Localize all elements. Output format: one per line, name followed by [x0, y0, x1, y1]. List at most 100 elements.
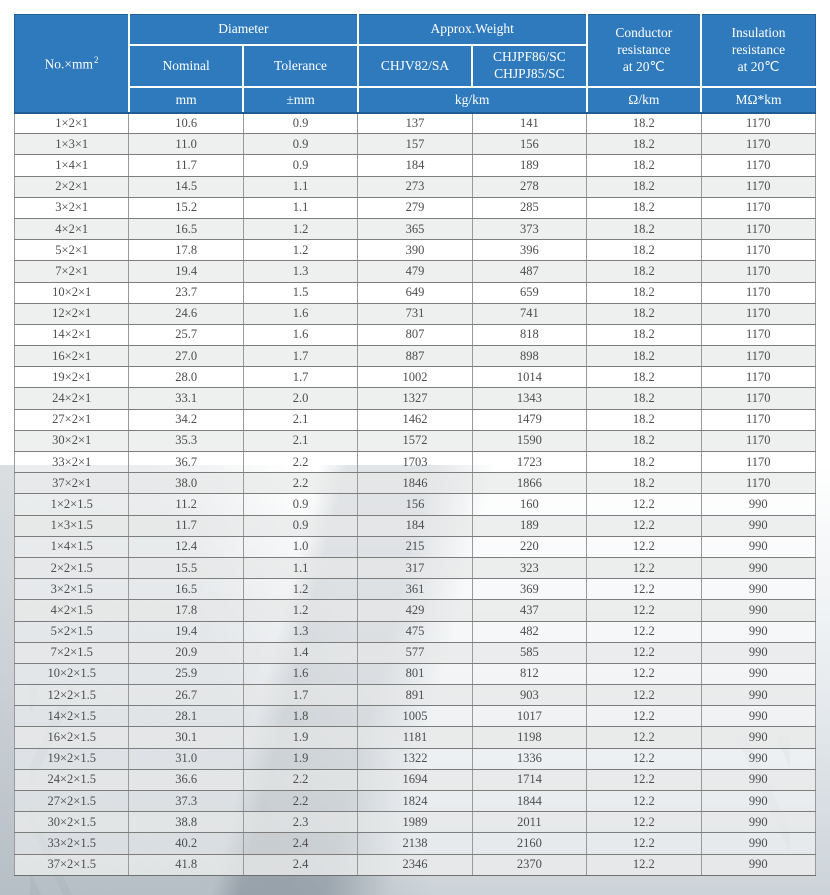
table-row: 19×2×1 28.0 1.7 1002 1014 18.2 1170 — [13, 366, 817, 389]
table-cell: 1.2 — [242, 217, 359, 241]
table-cell: 278 — [471, 175, 588, 198]
table-row: 14×2×1 25.7 1.6 807 818 18.2 1170 — [13, 323, 817, 347]
table-cell: 18.2 — [586, 429, 702, 453]
unit-weight: kg/km — [356, 85, 588, 114]
table-row: 27×2×1.5 37.3 2.2 1824 1844 12.2 990 — [13, 789, 817, 813]
table-cell: 273 — [357, 175, 473, 198]
table-cell: 1479 — [471, 408, 588, 431]
table-cell: 1694 — [357, 768, 473, 792]
table-cell: 18.2 — [586, 196, 702, 219]
table-cell: 0.9 — [242, 154, 359, 177]
table-cell: 2.4 — [242, 853, 359, 876]
table-cell: 11.7 — [128, 514, 244, 537]
table-cell: 1714 — [471, 768, 588, 792]
cell-size-code: 12×2×1 — [13, 302, 130, 325]
table-row: 3×2×1.5 16.5 1.2 361 369 12.2 990 — [13, 578, 817, 601]
table-cell: 741 — [471, 302, 588, 325]
header-conductor-line3: at 20℃ — [622, 58, 665, 74]
cell-size-code: 3×2×1 — [13, 196, 130, 219]
table-row: 12×2×1 24.6 1.6 731 741 18.2 1170 — [13, 302, 817, 325]
table-cell: 12.2 — [586, 768, 702, 792]
table-cell: 11.7 — [128, 154, 244, 177]
table-row: 30×2×1 35.3 2.1 1572 1590 18.2 1170 — [13, 429, 817, 453]
table-cell: 18.2 — [586, 345, 702, 368]
table-cell: 2160 — [471, 832, 588, 855]
table-cell: 2.2 — [242, 450, 359, 474]
cell-size-code: 2×2×1.5 — [13, 556, 130, 580]
unit-mm: mm — [127, 85, 245, 114]
header-insulation-line3: at 20℃ — [737, 58, 780, 74]
table-cell: 990 — [700, 556, 817, 580]
table-cell: 0.9 — [242, 111, 359, 135]
table-cell: 1723 — [471, 450, 588, 474]
table-cell: 15.5 — [128, 556, 244, 580]
table-cell: 35.3 — [128, 429, 244, 453]
cell-size-code: 1×3×1 — [13, 133, 130, 156]
header-no-mm2-superscript: 2 — [93, 54, 99, 65]
table-row: 7×2×1.5 20.9 1.4 577 585 12.2 990 — [13, 641, 817, 664]
table-cell: 12.2 — [586, 832, 702, 855]
table-cell: 38.8 — [128, 811, 244, 834]
table-cell: 25.9 — [128, 662, 244, 686]
table-cell: 659 — [471, 281, 588, 304]
header-conductor-line1: Conductor — [615, 24, 673, 40]
table-cell: 12.2 — [586, 556, 702, 580]
table-row: 14×2×1.5 28.1 1.8 1005 1017 12.2 990 — [13, 705, 817, 728]
table-cell: 1824 — [357, 789, 473, 813]
table-cell: 891 — [357, 684, 473, 707]
table-cell: 12.2 — [586, 789, 702, 813]
table-row: 5×2×1 17.8 1.2 390 396 18.2 1170 — [13, 239, 817, 262]
cell-size-code: 30×2×1.5 — [13, 811, 130, 834]
table-cell: 137 — [357, 111, 473, 135]
table-cell: 1170 — [700, 239, 817, 262]
table-cell: 365 — [357, 217, 473, 241]
table-cell: 18.2 — [586, 450, 702, 474]
table-cell: 1.0 — [242, 535, 359, 558]
table-cell: 990 — [700, 599, 817, 622]
table-cell: 990 — [700, 662, 817, 686]
table-cell: 160 — [471, 493, 588, 516]
table-cell: 903 — [471, 684, 588, 707]
table-cell: 20.9 — [128, 641, 244, 664]
header-no-mm2: No.×mm2 — [13, 14, 130, 114]
table-cell: 26.7 — [128, 684, 244, 707]
table-cell: 2.2 — [242, 472, 359, 495]
table-cell: 1.2 — [242, 578, 359, 601]
spec-table-header: No.×mm2 Diameter Approx.Weight Conductor… — [13, 14, 817, 114]
table-cell: 990 — [700, 641, 817, 664]
table-cell: 1336 — [471, 747, 588, 770]
table-cell: 28.1 — [128, 705, 244, 728]
header-chjpf86-line2: CHJPJ85/SC — [494, 65, 565, 81]
table-cell: 12.2 — [586, 705, 702, 728]
table-cell: 12.2 — [586, 493, 702, 516]
table-cell: 990 — [700, 789, 817, 813]
table-cell: 1462 — [357, 408, 473, 431]
table-cell: 818 — [471, 323, 588, 347]
table-cell: 1170 — [700, 387, 817, 410]
table-cell: 990 — [700, 705, 817, 728]
table-cell: 1170 — [700, 302, 817, 325]
table-cell: 1327 — [357, 387, 473, 410]
table-cell: 1.6 — [242, 323, 359, 347]
table-cell: 12.2 — [586, 535, 702, 558]
header-conductor-line2: resistance — [617, 41, 671, 57]
table-cell: 12.2 — [586, 811, 702, 834]
table-cell: 1.7 — [242, 684, 359, 707]
cell-size-code: 16×2×1 — [13, 345, 130, 368]
table-cell: 18.2 — [586, 302, 702, 325]
cell-size-code: 7×2×1 — [13, 260, 130, 283]
table-row: 33×2×1.5 40.2 2.4 2138 2160 12.2 990 — [13, 832, 817, 855]
cell-size-code: 37×2×1.5 — [13, 853, 130, 876]
table-cell: 189 — [471, 154, 588, 177]
table-cell: 1.9 — [242, 726, 359, 749]
table-cell: 807 — [357, 323, 473, 347]
table-row: 7×2×1 19.4 1.3 479 487 18.2 1170 — [13, 260, 817, 283]
table-cell: 2.4 — [242, 832, 359, 855]
table-cell: 1198 — [471, 726, 588, 749]
table-cell: 1170 — [700, 175, 817, 198]
table-cell: 2.1 — [242, 429, 359, 453]
cell-size-code: 24×2×1.5 — [13, 768, 130, 792]
table-cell: 141 — [471, 111, 588, 135]
spec-table: No.×mm2 Diameter Approx.Weight Conductor… — [13, 14, 817, 876]
table-cell: 2.3 — [242, 811, 359, 834]
